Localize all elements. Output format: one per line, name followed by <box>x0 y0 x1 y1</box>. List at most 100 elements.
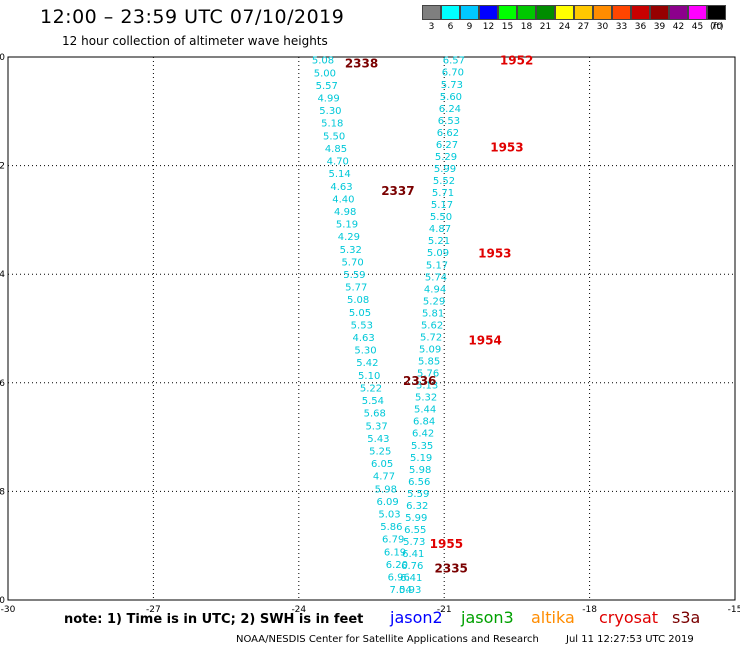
scale-label: 33 <box>615 22 628 32</box>
wave-height-value: 5.86 <box>380 522 402 533</box>
wave-height-value: 5.29 <box>435 152 457 163</box>
wave-height-value: 6.55 <box>404 525 426 536</box>
wave-height-value: 6.09 <box>377 497 399 508</box>
wave-height-value: 5.59 <box>343 270 365 281</box>
wave-height-value: 5.68 <box>364 409 386 420</box>
pass-time-label: 1953 <box>478 246 511 260</box>
wave-height-value: 5.22 <box>360 383 382 394</box>
scale-label: 45 <box>691 22 704 32</box>
wave-height-value: 5.25 <box>369 446 391 457</box>
wave-height-value: 6.41 <box>400 573 422 584</box>
wave-height-value: 5.08 <box>312 56 334 67</box>
wave-height-value: 5.70 <box>341 257 363 268</box>
wave-height-value: 5.30 <box>319 106 341 117</box>
x-tick-label: -30 <box>1 605 16 615</box>
wave-height-value: 5.60 <box>440 92 462 103</box>
scale-swatch <box>574 5 593 20</box>
scale-swatch <box>536 5 555 20</box>
pass-time-label: 1952 <box>500 54 533 68</box>
scale-swatch <box>441 5 460 20</box>
wave-height-value: 4.99 <box>317 94 339 105</box>
wave-height-value: 5.10 <box>358 371 380 382</box>
wave-height-value: 5.32 <box>415 393 437 404</box>
pass-time-label: 2336 <box>403 374 436 388</box>
wave-height-value: 5.71 <box>432 188 454 199</box>
scale-swatch <box>517 5 536 20</box>
scale-swatch <box>707 5 726 20</box>
wave-height-value: 6.42 <box>412 429 434 440</box>
wave-height-value: 6.20 <box>386 560 408 571</box>
wave-height-value: 5.19 <box>410 453 432 464</box>
scale-swatch <box>650 5 669 20</box>
x-tick-label: -15 <box>728 605 740 615</box>
wave-height-value: 6.24 <box>439 104 461 115</box>
scale-label: 6 <box>447 22 454 32</box>
x-tick-label: -18 <box>582 605 597 615</box>
wave-height-value: 4.29 <box>338 232 360 243</box>
x-tick-label: -24 <box>291 605 306 615</box>
wave-height-value: 6.84 <box>413 417 435 428</box>
scale-swatch <box>498 5 517 20</box>
scale-swatch <box>479 5 498 20</box>
wave-height-value: 5.21 <box>428 236 450 247</box>
scale-label: 3 <box>428 22 435 32</box>
wave-height-value: 5.05 <box>349 308 371 319</box>
page-subtitle: 12 hour collection of altimeter wave hei… <box>62 34 328 48</box>
wave-height-value: 5.85 <box>418 357 440 368</box>
wave-height-value: 4.94 <box>424 284 446 295</box>
pass-time-label: 1954 <box>468 333 501 347</box>
scale-swatch <box>612 5 631 20</box>
wave-height-value: 5.98 <box>375 484 397 495</box>
wave-height-value: 5.73 <box>403 537 425 548</box>
wave-height-value: 5.81 <box>422 308 444 319</box>
x-tick-label: -27 <box>146 605 161 615</box>
wave-height-value: 4.77 <box>373 472 395 483</box>
wave-height-value: 5.37 <box>365 421 387 432</box>
wave-height-value: 6.62 <box>437 128 459 139</box>
scale-label: 70 <box>710 22 723 32</box>
scale-swatch <box>631 5 650 20</box>
scale-label: 39 <box>653 22 666 32</box>
wave-height-value: 4.87 <box>429 224 451 235</box>
wave-height-value: 5.35 <box>411 441 433 452</box>
wave-height-value: 6.32 <box>406 501 428 512</box>
wave-height-value: 5.09 <box>419 344 441 355</box>
pass-time-label: 1955 <box>430 537 463 551</box>
wave-height-value: 4.98 <box>334 207 356 218</box>
note-text: note: 1) Time is in UTC; 2) SWH is in fe… <box>64 612 364 627</box>
wave-height-value: 5.50 <box>430 212 452 223</box>
scale-label: 18 <box>520 22 533 32</box>
wave-height-value: 5.54 <box>362 396 384 407</box>
scale-label: 27 <box>577 22 590 32</box>
y-tick-label: 0 <box>0 53 5 63</box>
wave-height-value: 5.98 <box>409 465 431 476</box>
wave-height-value: 5.42 <box>356 358 378 369</box>
wave-height-value: 6.57 <box>443 56 465 67</box>
wave-height-value: 7.04 <box>389 585 411 596</box>
wave-height-value: 5.62 <box>421 320 443 331</box>
wave-height-value: 5.73 <box>441 80 463 91</box>
legend-entry: altika <box>531 608 575 627</box>
wave-height-value: 6.79 <box>382 535 404 546</box>
pass-time-label: 2335 <box>435 561 468 575</box>
wave-height-value: 5.29 <box>423 296 445 307</box>
legend-entry: cryosat <box>599 608 659 627</box>
y-tick-label: -4 <box>0 270 5 280</box>
scale-swatch <box>593 5 612 20</box>
y-tick-label: -2 <box>0 162 5 172</box>
wave-height-value: 5.00 <box>314 68 336 79</box>
wave-height-value: 6.70 <box>442 68 464 79</box>
wave-height-value: 5.57 <box>316 81 338 92</box>
wave-height-value: 5.72 <box>420 332 442 343</box>
wave-height-value: 5.17 <box>431 200 453 211</box>
wave-height-value: 5.50 <box>323 131 345 142</box>
scale-swatch <box>555 5 574 20</box>
wave-height-value: 5.52 <box>433 176 455 187</box>
wave-height-value: 6.96 <box>388 573 410 584</box>
wave-height-value: 5.53 <box>351 320 373 331</box>
pass-time-label: 2338 <box>345 56 378 70</box>
wave-height-value: 5.14 <box>329 169 351 180</box>
wave-height-color-scale <box>422 5 726 20</box>
scale-swatch <box>460 5 479 20</box>
